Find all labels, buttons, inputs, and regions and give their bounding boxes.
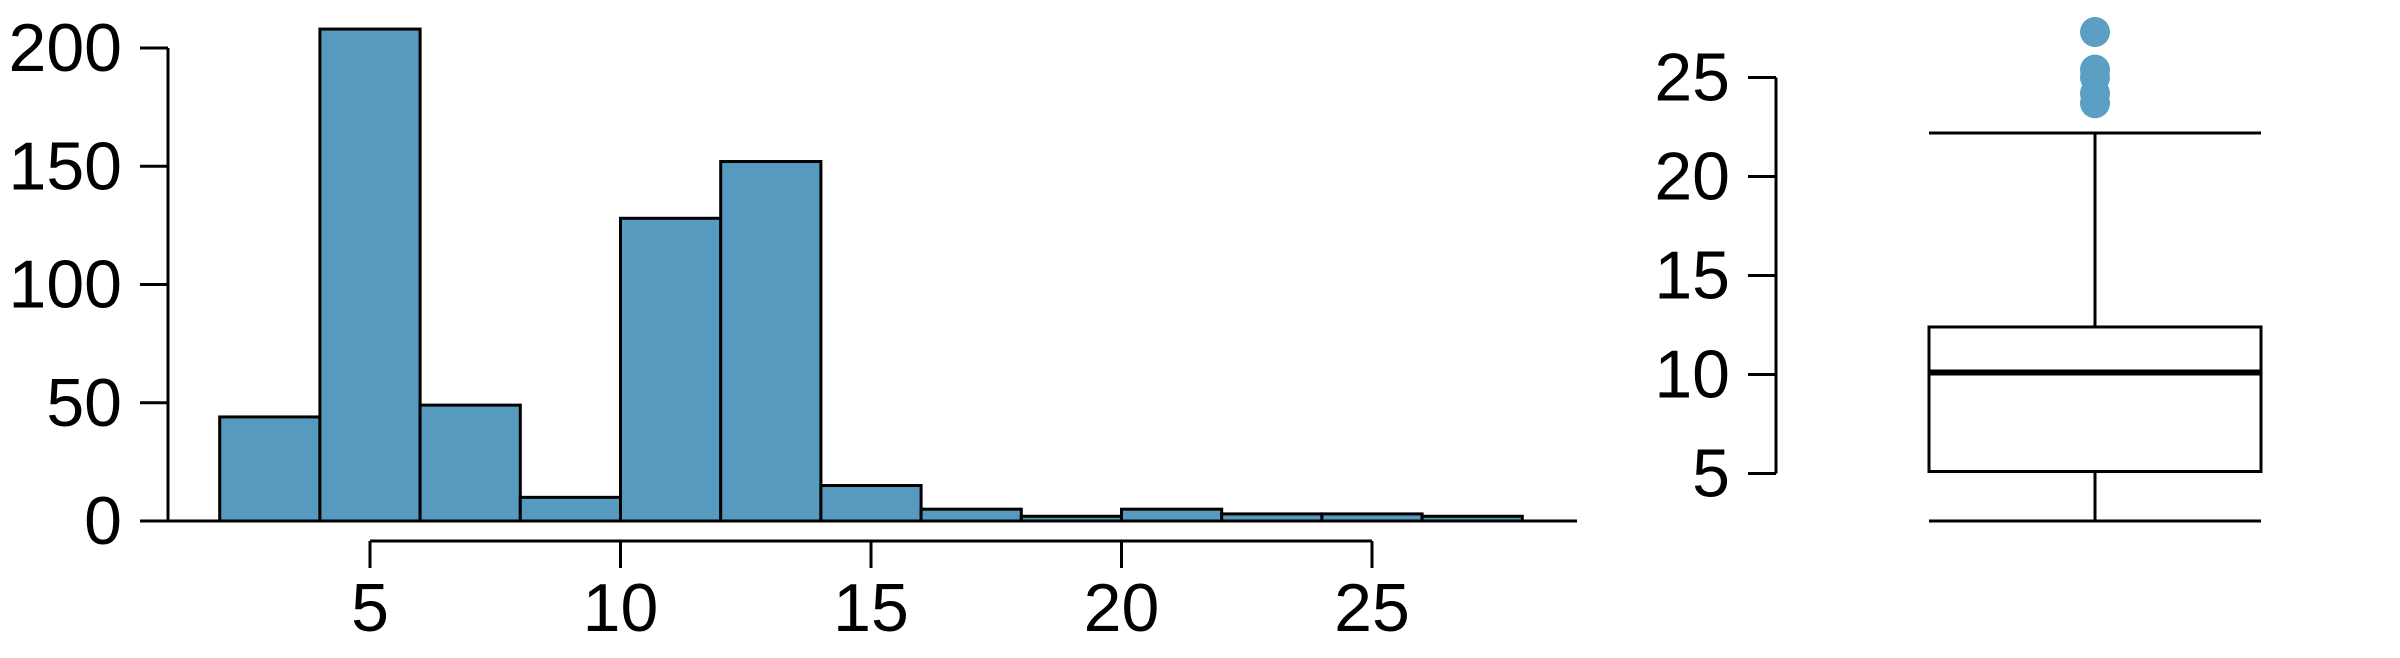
histogram-x-tick-label: 5 bbox=[351, 570, 389, 646]
histogram-bar bbox=[719, 160, 823, 523]
boxplot-outlier-point bbox=[2080, 54, 2110, 85]
boxplot-y-tick-label: 15 bbox=[1654, 238, 1730, 314]
histogram-y-tick-label: 150 bbox=[9, 128, 122, 204]
boxplot-chart: 5 10 15 20 25 bbox=[1654, 16, 2263, 523]
histogram-bar bbox=[318, 27, 422, 523]
boxplot-y-tick-label: 25 bbox=[1654, 40, 1730, 116]
histogram-y-tick-label: 0 bbox=[84, 483, 122, 559]
boxplot-y-tick-label: 10 bbox=[1654, 337, 1730, 413]
boxplot-outlier-point bbox=[2080, 16, 2110, 47]
histogram-y-tick-label: 50 bbox=[46, 365, 122, 441]
histogram-x-tick-label: 20 bbox=[1084, 570, 1160, 646]
histogram-bar bbox=[218, 415, 322, 523]
histogram-bar bbox=[619, 216, 723, 523]
histogram-bar bbox=[919, 507, 1023, 523]
histogram-x-tick-label: 10 bbox=[583, 570, 659, 646]
histogram-bar bbox=[518, 495, 622, 523]
histogram-bar bbox=[418, 403, 522, 523]
boxplot-y-tick-label: 5 bbox=[1692, 436, 1730, 512]
histogram-chart: 0 50 100 150 200 5 10 15 20 25 bbox=[9, 10, 1577, 646]
histogram-y-tick-label: 100 bbox=[9, 247, 122, 323]
boxplot-y-tick-label: 20 bbox=[1654, 139, 1730, 215]
histogram-bar bbox=[1120, 507, 1224, 523]
histogram-x-tick-label: 25 bbox=[1334, 570, 1410, 646]
histogram-x-tick-label: 15 bbox=[833, 570, 909, 646]
histogram-y-tick-label: 200 bbox=[9, 10, 122, 86]
histogram-bar bbox=[819, 484, 923, 523]
boxplot-box bbox=[1927, 325, 2263, 474]
